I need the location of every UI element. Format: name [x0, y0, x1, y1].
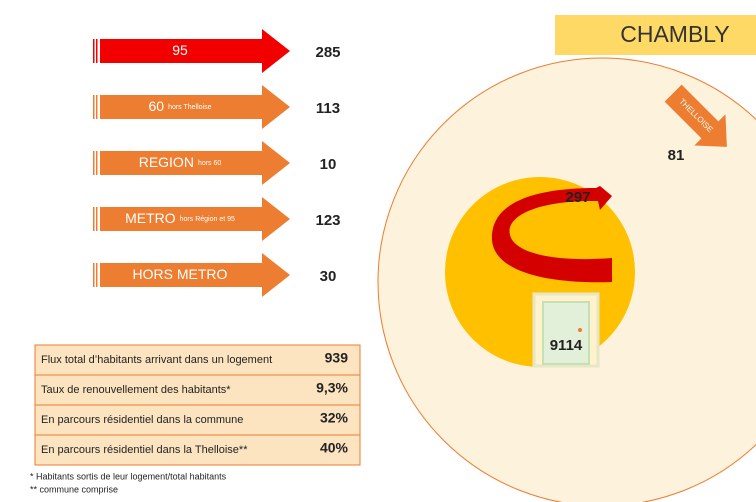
arrow-label: 95 [172, 42, 188, 58]
arrow-label-main: 95 [172, 42, 188, 58]
arrow-stripe [93, 151, 95, 175]
arrow-stripe [96, 39, 98, 63]
note: * Habitants sortis de leur logement/tota… [30, 471, 227, 481]
arrow-label-main: HORS METRO [133, 266, 228, 282]
arrow-stripe [93, 39, 95, 63]
note: ** commune comprise [30, 484, 118, 494]
row-label: En parcours résidentiel dans la commune [41, 414, 243, 426]
arrow-sublabel: hors 60 [198, 160, 221, 167]
door [543, 302, 589, 364]
infographic: CHAMBLY THELLOISE 81 297 9114 9528560hor… [0, 0, 756, 502]
row-label: Flux total d’habitants arrivant dans un … [41, 354, 272, 366]
arrow-stripe [96, 95, 98, 119]
arrow-label-main: METRO [125, 210, 176, 226]
arrow-label-main: 60 [148, 98, 164, 114]
arrow-sublabel: hors Région et 95 [180, 216, 235, 223]
row-value: 939 [325, 350, 349, 366]
title: CHAMBLY [620, 21, 730, 47]
arrow-value: 10 [320, 156, 337, 173]
arrow-value: 123 [315, 212, 340, 229]
arrow-stripe [96, 151, 98, 175]
arrow-label: HORS METRO [133, 266, 228, 282]
arrow-stripe [93, 263, 95, 287]
door-knob [578, 328, 582, 332]
arrow-stripe [96, 263, 98, 287]
stayed-value: 9114 [550, 337, 583, 354]
row-value: 32% [320, 410, 349, 426]
flow-arrow [100, 141, 290, 185]
arrow-value: 285 [315, 44, 340, 61]
arrow-stripe [93, 95, 95, 119]
arrow-value: 30 [320, 268, 337, 285]
arrow-stripe [96, 207, 98, 231]
flow-arrow [100, 29, 290, 73]
arrow-label-main: REGION [139, 154, 194, 170]
arrows: 95 285 60 hors Thelloise 113 REGION hors 60 10 M… [93, 29, 341, 297]
arrow-sublabel: hors Thelloise [168, 104, 212, 111]
row-label: Taux de renouvellement des habitants* [41, 384, 231, 396]
arrow-stripe [93, 207, 95, 231]
row-value: 40% [320, 440, 349, 456]
row-label: En parcours résidentiel dans la Thellois… [41, 444, 248, 456]
internal-moves: 297 [565, 189, 590, 206]
row-value: 9,3% [316, 380, 348, 396]
summary-table: Flux total d’habitants arrivant dans un … [35, 345, 360, 465]
arrow-value: 113 [316, 100, 340, 117]
thelloise-value: 81 [668, 147, 685, 164]
